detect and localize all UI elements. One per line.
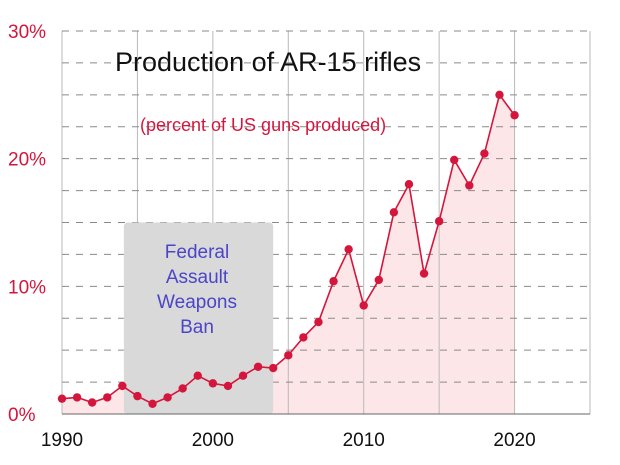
data-point bbox=[148, 399, 157, 408]
data-point bbox=[480, 149, 489, 158]
x-tick-label: 2020 bbox=[493, 430, 535, 451]
series-area bbox=[62, 94, 515, 414]
data-point bbox=[253, 362, 263, 371]
data-point bbox=[389, 208, 399, 217]
x-tick-label: 2010 bbox=[343, 430, 385, 451]
data-point bbox=[87, 398, 97, 407]
data-point bbox=[419, 269, 429, 278]
y-tick-label: 30% bbox=[8, 22, 46, 43]
data-point bbox=[238, 371, 248, 380]
data-point bbox=[299, 333, 308, 342]
x-tick-label: 1990 bbox=[41, 430, 83, 451]
data-point bbox=[314, 317, 323, 327]
data-point bbox=[208, 379, 218, 388]
data-point bbox=[344, 245, 353, 254]
x-tick-label: 2000 bbox=[192, 430, 234, 451]
data-point bbox=[269, 363, 278, 373]
chart-title: Production of AR-15 rifles bbox=[115, 47, 421, 77]
data-point bbox=[329, 277, 338, 286]
ban-label-line-4: Ban bbox=[180, 317, 214, 338]
ban-label-line-1: Federal bbox=[165, 242, 229, 263]
axis-layer: 0% 10% 20% 30% 1990 2000 2010 2020 bbox=[8, 22, 590, 451]
ban-label-line-3: Weapons bbox=[157, 292, 237, 313]
y-tick-label: 0% bbox=[8, 405, 36, 426]
data-point bbox=[450, 155, 459, 165]
data-point bbox=[434, 217, 444, 226]
y-tick-label: 20% bbox=[8, 150, 46, 171]
data-point bbox=[133, 391, 142, 401]
data-point bbox=[495, 90, 504, 100]
y-tick-label: 10% bbox=[8, 277, 46, 298]
data-point bbox=[72, 393, 82, 402]
data-point bbox=[404, 180, 414, 189]
data-point bbox=[178, 384, 187, 393]
area-layer bbox=[62, 94, 515, 414]
data-point bbox=[193, 371, 202, 380]
ban-label-line-2: Assault bbox=[166, 267, 229, 288]
data-point bbox=[510, 111, 519, 120]
data-point bbox=[284, 351, 293, 360]
data-point bbox=[359, 301, 368, 310]
data-points-layer bbox=[57, 90, 519, 408]
weapons-ban-box bbox=[123, 222, 274, 414]
weapons-ban-annotation bbox=[123, 222, 274, 414]
chart-subtitle: (percent of US guns produced) bbox=[140, 115, 386, 135]
data-point bbox=[163, 393, 172, 402]
data-point bbox=[118, 381, 127, 391]
data-point bbox=[57, 394, 67, 403]
data-point bbox=[223, 381, 233, 391]
data-point bbox=[103, 393, 112, 402]
data-point bbox=[465, 181, 474, 190]
data-point bbox=[374, 275, 383, 285]
